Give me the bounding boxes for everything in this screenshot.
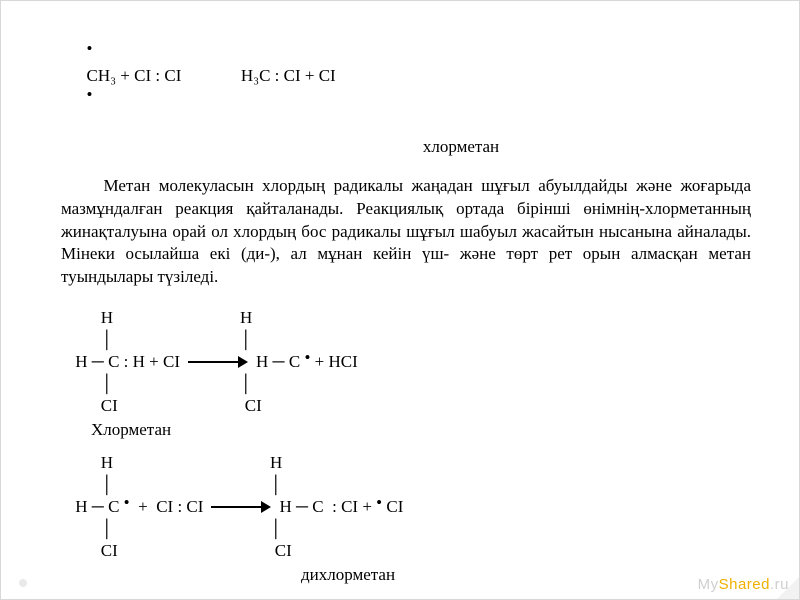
d2-right-bot: CІ xyxy=(258,540,292,563)
d1-left-bot: CІ xyxy=(71,395,118,418)
reaction-diagram-1: H H │ │ H ─ C : H + CІ H ─ C • + HCІ │ xyxy=(71,307,751,442)
d2-right-mid: H ─ C xyxy=(279,496,327,519)
d2-left-bot: CІ xyxy=(71,540,118,563)
d1-right-top: H xyxy=(223,307,252,330)
eq1-left: CH₃ + CІ : CІ xyxy=(87,66,182,85)
d2-left-bond1: │ xyxy=(71,474,113,497)
d1-left-top: H xyxy=(71,307,113,330)
arrow-icon xyxy=(211,501,271,513)
eq1-right: H₃C : CІ + CІ xyxy=(241,66,336,85)
watermark-part3: .ru xyxy=(770,576,789,593)
d1-right-bond2: │ xyxy=(223,373,252,396)
d2-right-tail2: CІ xyxy=(382,496,403,519)
radical-dot: • xyxy=(87,39,93,58)
slide-content: • CH₃ + CІ : CІ H₃C : CІ + CІ • хлормета… xyxy=(1,1,799,587)
radical-dot: • xyxy=(376,492,382,515)
watermark: MyShared.ru xyxy=(698,576,789,593)
d1-right-tail: + HCІ xyxy=(310,351,357,374)
arrow-icon xyxy=(188,356,248,368)
d2-left-mid-a: H ─ C xyxy=(71,496,124,519)
d2-right-tail: : CІ + xyxy=(328,496,376,519)
slide-page: • CH₃ + CІ : CІ H₃C : CІ + CІ • хлормета… xyxy=(0,0,800,600)
d2-right-bond2: │ xyxy=(253,518,282,541)
watermark-part2: Shared xyxy=(719,576,770,593)
eq1-gap xyxy=(181,66,241,85)
d2-left-mid-b: + CІ : CІ xyxy=(130,496,204,519)
radical-dot: • xyxy=(304,347,310,370)
d1-left-mid-b: H + CІ xyxy=(128,351,180,374)
radical-dot: • xyxy=(87,85,93,104)
slide-bullet-icon xyxy=(19,579,27,587)
d2-right-bond1: │ xyxy=(253,474,282,497)
d2-right-top: H xyxy=(253,452,282,475)
d1-left-bond2: │ xyxy=(71,373,113,396)
d2-label: дихлорметан xyxy=(301,564,751,587)
d1-right-mid: H ─ C xyxy=(256,351,304,374)
eq1-product-label: хлорметан xyxy=(171,136,751,159)
radical-dot: • xyxy=(124,492,130,515)
watermark-part1: My xyxy=(698,576,719,593)
reaction-diagram-2: H H │ │ H ─ C • + CІ : CІ H ─ C : CІ + •… xyxy=(71,452,751,587)
d1-right-bond1: │ xyxy=(223,329,252,352)
d1-right-bot: CІ xyxy=(228,395,262,418)
d1-left-bond1: │ xyxy=(71,329,113,352)
equation-1: • CH₃ + CІ : CІ H₃C : CІ + CІ • xyxy=(61,19,751,134)
d2-left-top: H xyxy=(71,452,113,475)
body-paragraph: Метан молекуласын хлордың радикалы жаңад… xyxy=(61,175,751,290)
d2-left-bond2: │ xyxy=(71,518,113,541)
d1-left-mid-a: H ─ C : xyxy=(71,351,128,374)
d1-label: Хлорметан xyxy=(91,419,751,442)
